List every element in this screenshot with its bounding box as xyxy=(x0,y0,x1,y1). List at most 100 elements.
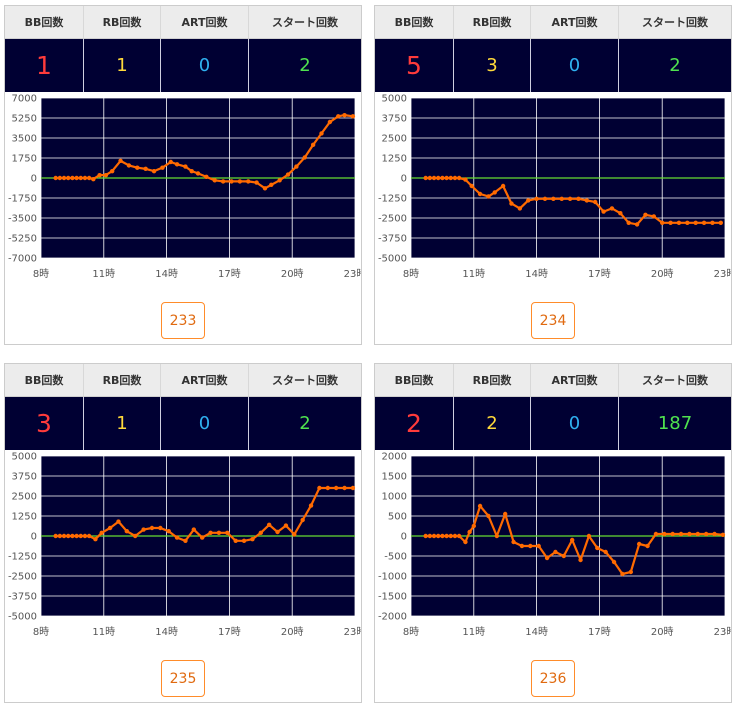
x-tick-label: 17時 xyxy=(218,626,241,638)
data-point xyxy=(91,176,96,182)
machine-number-button[interactable]: 236 xyxy=(531,660,575,697)
data-point xyxy=(469,183,474,189)
art-header: ART回数 xyxy=(530,6,619,40)
data-point xyxy=(477,191,483,197)
machine-number-button[interactable]: 234 xyxy=(531,302,575,339)
data-point xyxy=(195,171,201,176)
stats-table: BB回数 RB回数 ART回数 スタート回数 2 2 0 187 xyxy=(375,364,731,450)
data-point xyxy=(494,533,500,539)
data-point xyxy=(601,209,606,214)
data-point xyxy=(336,114,341,119)
y-tick-label: -1000 xyxy=(378,572,407,583)
data-point xyxy=(609,206,615,211)
data-point xyxy=(246,179,251,184)
data-point xyxy=(116,519,121,524)
data-point xyxy=(528,543,533,549)
rb-count: 2 xyxy=(453,396,531,450)
data-point xyxy=(687,531,692,537)
y-tick-label: 3500 xyxy=(12,134,37,145)
art-header: ART回数 xyxy=(530,364,619,398)
data-point xyxy=(500,183,506,189)
data-point xyxy=(463,177,468,182)
data-point xyxy=(350,114,356,119)
data-point xyxy=(103,172,109,178)
machine-card-4: BB回数 RB回数 ART回数 スタート回数 2 2 0 187 2000 150… xyxy=(374,363,732,703)
slump-chart: 7000 5250 3500 1750 0 -1750 -3500 -5250 -7000 8時 1… xyxy=(8,94,361,280)
data-point xyxy=(584,198,590,203)
data-point xyxy=(158,525,163,531)
data-point xyxy=(183,164,188,169)
data-point xyxy=(431,533,437,539)
data-point xyxy=(456,175,462,181)
start-count: 187 xyxy=(618,396,731,450)
data-point xyxy=(277,178,282,183)
data-point xyxy=(225,530,230,535)
data-point xyxy=(275,529,280,535)
data-point xyxy=(618,211,623,216)
x-tick-label: 20時 xyxy=(281,626,304,638)
y-tick-label: -5000 xyxy=(378,254,407,265)
x-tick-label: 14時 xyxy=(155,626,178,638)
data-point xyxy=(611,559,617,565)
x-tick-label: 20時 xyxy=(651,626,674,638)
data-point xyxy=(241,538,247,543)
data-point xyxy=(423,533,428,539)
data-point xyxy=(695,531,700,537)
y-tick-label: -1250 xyxy=(8,552,37,563)
rb-count: 1 xyxy=(83,38,161,92)
x-tick-label: 20時 xyxy=(651,268,674,280)
x-tick-label: 11時 xyxy=(92,268,115,280)
art-header: ART回数 xyxy=(160,364,249,398)
y-tick-label: 2000 xyxy=(382,452,407,463)
data-point xyxy=(710,220,715,225)
rb-count: 1 xyxy=(83,396,161,450)
y-tick-label: -3750 xyxy=(378,234,407,245)
data-point xyxy=(66,175,71,181)
rb-header: RB回数 xyxy=(453,364,531,398)
data-point xyxy=(703,531,709,537)
data-point xyxy=(74,533,79,539)
data-point xyxy=(302,155,307,160)
data-point xyxy=(427,533,433,539)
data-point xyxy=(718,220,724,225)
machine-number-button[interactable]: 233 xyxy=(161,302,205,339)
data-point xyxy=(534,196,539,201)
data-point xyxy=(229,179,234,184)
data-point xyxy=(595,545,600,551)
y-tick-label: 3750 xyxy=(12,472,37,483)
data-point xyxy=(66,533,71,539)
data-point xyxy=(509,201,514,206)
y-tick-label: -1750 xyxy=(8,194,37,205)
data-point xyxy=(310,142,316,148)
data-point xyxy=(536,543,541,549)
bb-count: 5 xyxy=(375,38,454,92)
bb-header: BB回数 xyxy=(5,6,84,40)
data-point xyxy=(174,535,180,540)
data-point xyxy=(199,535,205,540)
data-point xyxy=(467,529,472,535)
data-point xyxy=(93,537,98,542)
data-point xyxy=(350,485,356,491)
data-point xyxy=(250,537,255,542)
x-tick-label: 17時 xyxy=(588,268,611,280)
y-tick-label: -5000 xyxy=(8,612,37,623)
data-point xyxy=(74,175,79,181)
data-point xyxy=(237,179,243,184)
data-point xyxy=(99,530,104,535)
bb-count: 3 xyxy=(5,396,84,450)
data-point xyxy=(678,531,684,537)
y-tick-label: -2500 xyxy=(378,214,407,225)
data-point xyxy=(254,180,259,185)
machine-number-button[interactable]: 235 xyxy=(161,660,205,697)
rb-header: RB回数 xyxy=(83,6,161,40)
y-tick-label: -5250 xyxy=(8,234,37,245)
data-point xyxy=(70,533,75,539)
data-point xyxy=(174,162,180,167)
data-point xyxy=(431,175,437,181)
data-point xyxy=(701,220,707,225)
data-point xyxy=(651,214,657,219)
y-tick-label: -2000 xyxy=(378,612,407,623)
data-point xyxy=(57,175,63,181)
data-point xyxy=(133,533,138,539)
y-tick-label: -1500 xyxy=(378,592,407,603)
